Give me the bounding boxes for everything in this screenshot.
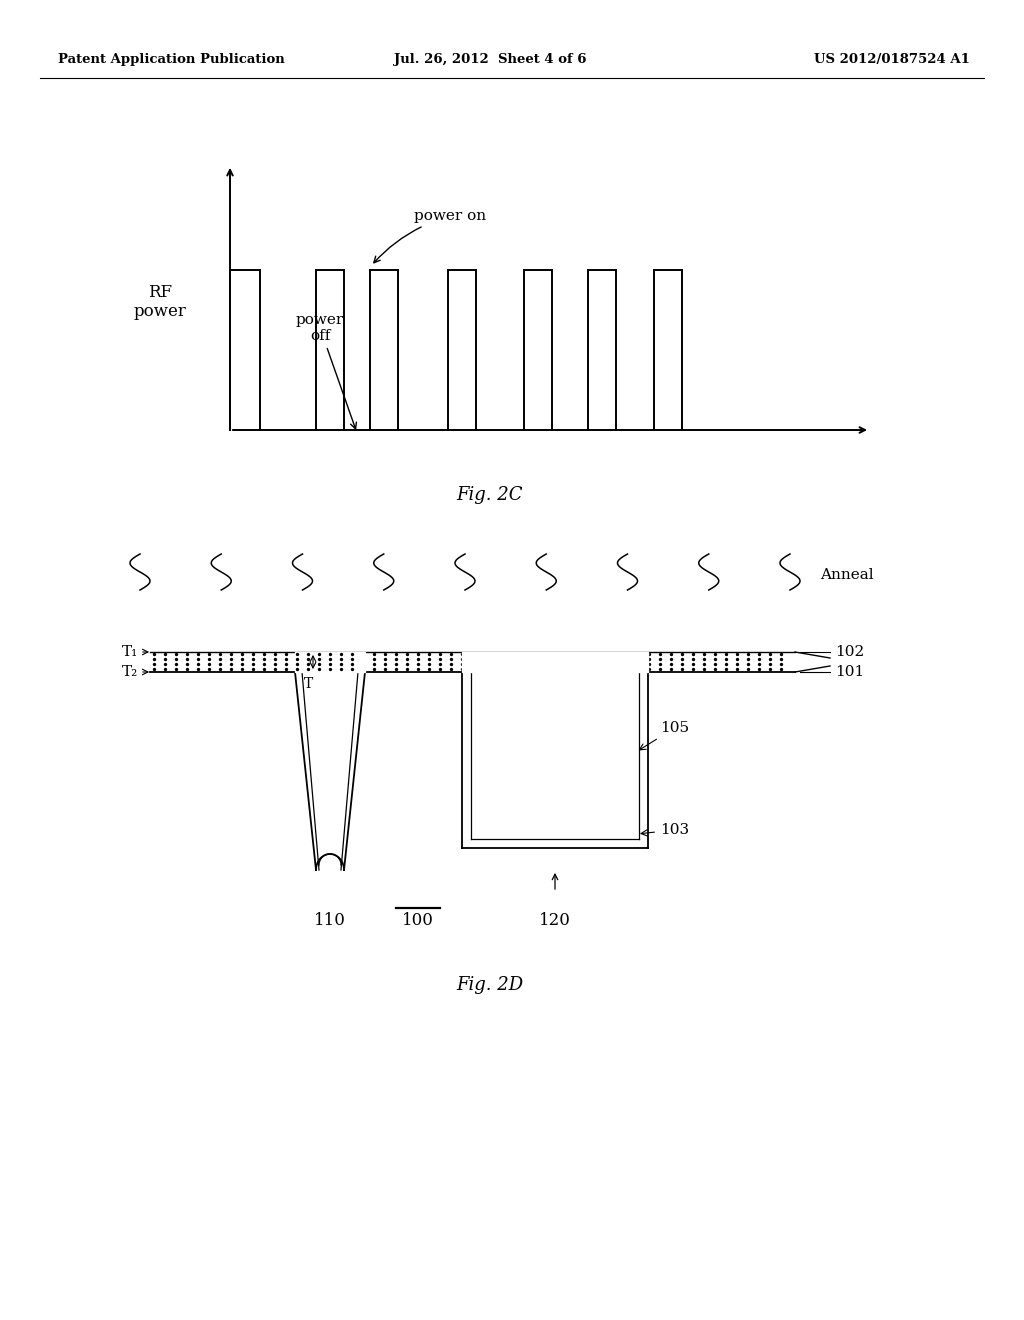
Text: Patent Application Publication: Patent Application Publication xyxy=(58,54,285,66)
Text: T: T xyxy=(303,677,312,690)
Text: RF
power: RF power xyxy=(133,284,186,321)
Text: US 2012/0187524 A1: US 2012/0187524 A1 xyxy=(814,54,970,66)
Text: power on: power on xyxy=(374,209,486,263)
Text: 110: 110 xyxy=(314,912,346,929)
Text: 101: 101 xyxy=(835,665,864,678)
Text: 103: 103 xyxy=(641,822,689,837)
Text: power
off: power off xyxy=(296,313,356,429)
Text: T₁: T₁ xyxy=(122,645,138,659)
Text: Anneal: Anneal xyxy=(820,568,873,582)
Text: Jul. 26, 2012  Sheet 4 of 6: Jul. 26, 2012 Sheet 4 of 6 xyxy=(394,54,587,66)
Text: 102: 102 xyxy=(835,645,864,659)
Bar xyxy=(295,652,365,672)
Text: Fig. 2D: Fig. 2D xyxy=(457,975,523,994)
Text: T₂: T₂ xyxy=(122,665,138,678)
Bar xyxy=(462,652,648,672)
Text: Fig. 2C: Fig. 2C xyxy=(457,486,523,504)
Text: 105: 105 xyxy=(639,721,689,750)
Text: 100: 100 xyxy=(402,912,434,929)
Text: 120: 120 xyxy=(539,912,571,929)
